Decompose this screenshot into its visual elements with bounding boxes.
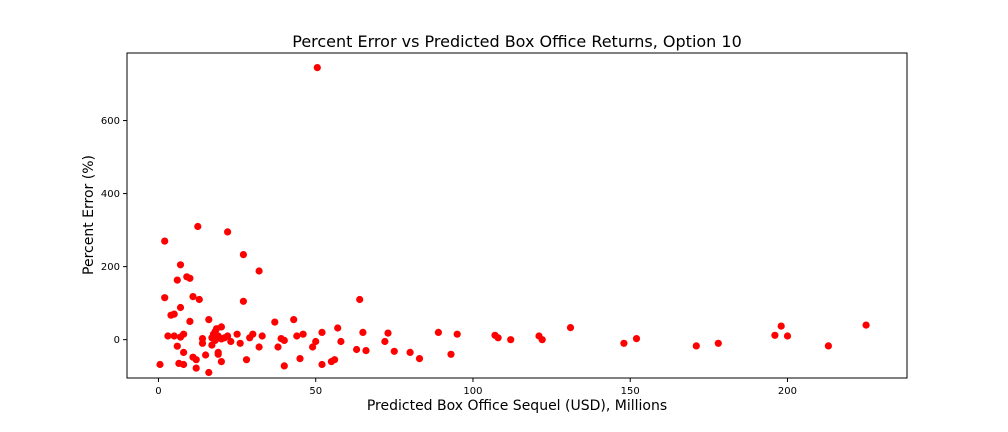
data-point-54 <box>255 343 263 351</box>
data-point-88 <box>507 336 515 344</box>
data-point-83 <box>434 328 442 336</box>
data-point-39 <box>217 358 225 366</box>
data-point-78 <box>381 337 389 346</box>
data-point-81 <box>406 348 414 356</box>
data-point-79 <box>384 329 392 337</box>
y-tick-label: 0 <box>114 335 120 346</box>
data-point-46 <box>233 330 241 338</box>
data-point-76 <box>359 328 367 336</box>
data-point-19 <box>189 293 197 301</box>
data-point-47 <box>236 339 244 347</box>
data-point-80 <box>390 347 398 355</box>
data-point-77 <box>362 347 370 355</box>
x-axis-label: Predicted Box Office Sequel (USD), Milli… <box>367 398 667 414</box>
data-point-7 <box>173 342 181 350</box>
data-point-71 <box>331 356 339 364</box>
data-point-24 <box>195 295 203 304</box>
y-axis-ticks: 0 200 400 600 <box>101 116 127 346</box>
data-point-65 <box>309 343 317 351</box>
data-point-17 <box>186 274 194 282</box>
data-point-11 <box>176 261 185 269</box>
data-point-69 <box>318 328 326 336</box>
x-tick-label: 100 <box>463 386 482 397</box>
data-point-90 <box>538 336 546 344</box>
data-point-97 <box>777 322 785 330</box>
data-point-10 <box>176 303 185 312</box>
chart-title: Percent Error vs Predicted Box Office Re… <box>292 32 742 51</box>
data-point-23 <box>194 222 202 231</box>
data-point-44 <box>224 332 232 340</box>
data-point-52 <box>249 330 257 338</box>
data-point-13 <box>180 360 188 369</box>
data-point-40 <box>217 323 225 331</box>
data-point-28 <box>205 316 213 324</box>
data-point-68 <box>318 360 326 369</box>
data-point-48 <box>239 251 247 259</box>
data-point-73 <box>337 337 345 346</box>
data-point-59 <box>280 362 288 370</box>
data-point-95 <box>714 339 722 347</box>
data-point-14 <box>180 348 188 356</box>
y-tick-label: 200 <box>101 262 120 273</box>
y-tick-label: 600 <box>101 116 120 127</box>
data-point-53 <box>255 267 263 275</box>
data-point-96 <box>771 331 779 339</box>
data-point-99 <box>824 342 833 350</box>
x-tick-label: 150 <box>621 386 640 397</box>
data-point-91 <box>566 324 575 332</box>
data-point-29 <box>205 368 213 377</box>
data-point-1 <box>161 237 169 245</box>
data-point-72 <box>334 324 342 332</box>
data-point-75 <box>356 295 364 304</box>
data-point-63 <box>296 355 304 363</box>
data-point-62 <box>293 332 301 340</box>
data-point-38 <box>214 350 222 358</box>
data-point-67 <box>313 64 321 72</box>
data-point-3 <box>164 332 172 340</box>
data-point-2 <box>161 294 169 302</box>
plot-frame <box>126 52 908 379</box>
data-point-56 <box>271 318 279 326</box>
y-axis-label: Percent Error (%) <box>81 155 97 275</box>
data-point-92 <box>620 339 628 347</box>
x-tick-label: 0 <box>155 386 161 397</box>
y-tick-label: 400 <box>101 189 120 200</box>
data-point-27 <box>202 351 210 359</box>
data-point-26 <box>198 335 207 343</box>
x-tick-label: 200 <box>778 386 797 397</box>
data-point-74 <box>353 345 361 354</box>
data-point-50 <box>242 356 251 364</box>
data-point-64 <box>299 330 307 338</box>
data-point-61 <box>290 316 298 324</box>
data-point-82 <box>415 355 424 363</box>
data-point-8 <box>173 276 181 284</box>
data-point-57 <box>274 343 282 351</box>
data-point-18 <box>186 317 194 325</box>
data-point-85 <box>453 330 461 338</box>
data-point-0 <box>156 360 164 369</box>
data-point-84 <box>447 350 455 358</box>
data-point-21 <box>192 364 200 372</box>
data-point-60 <box>280 336 288 344</box>
data-point-5 <box>170 310 178 318</box>
data-point-22 <box>192 356 200 364</box>
data-point-66 <box>312 337 320 346</box>
data-points-layer <box>156 64 870 377</box>
data-point-94 <box>692 342 700 350</box>
x-tick-label: 50 <box>309 386 322 397</box>
data-point-15 <box>180 330 188 338</box>
data-point-49 <box>239 297 247 305</box>
data-point-43 <box>224 228 232 236</box>
data-point-93 <box>632 335 641 343</box>
data-point-87 <box>494 334 502 342</box>
data-point-6 <box>170 332 178 340</box>
data-point-45 <box>227 337 235 346</box>
x-axis-ticks: 0 50 100 150 200 <box>155 378 797 397</box>
data-point-100 <box>862 321 870 329</box>
data-point-98 <box>783 332 792 340</box>
data-point-55 <box>258 332 266 340</box>
